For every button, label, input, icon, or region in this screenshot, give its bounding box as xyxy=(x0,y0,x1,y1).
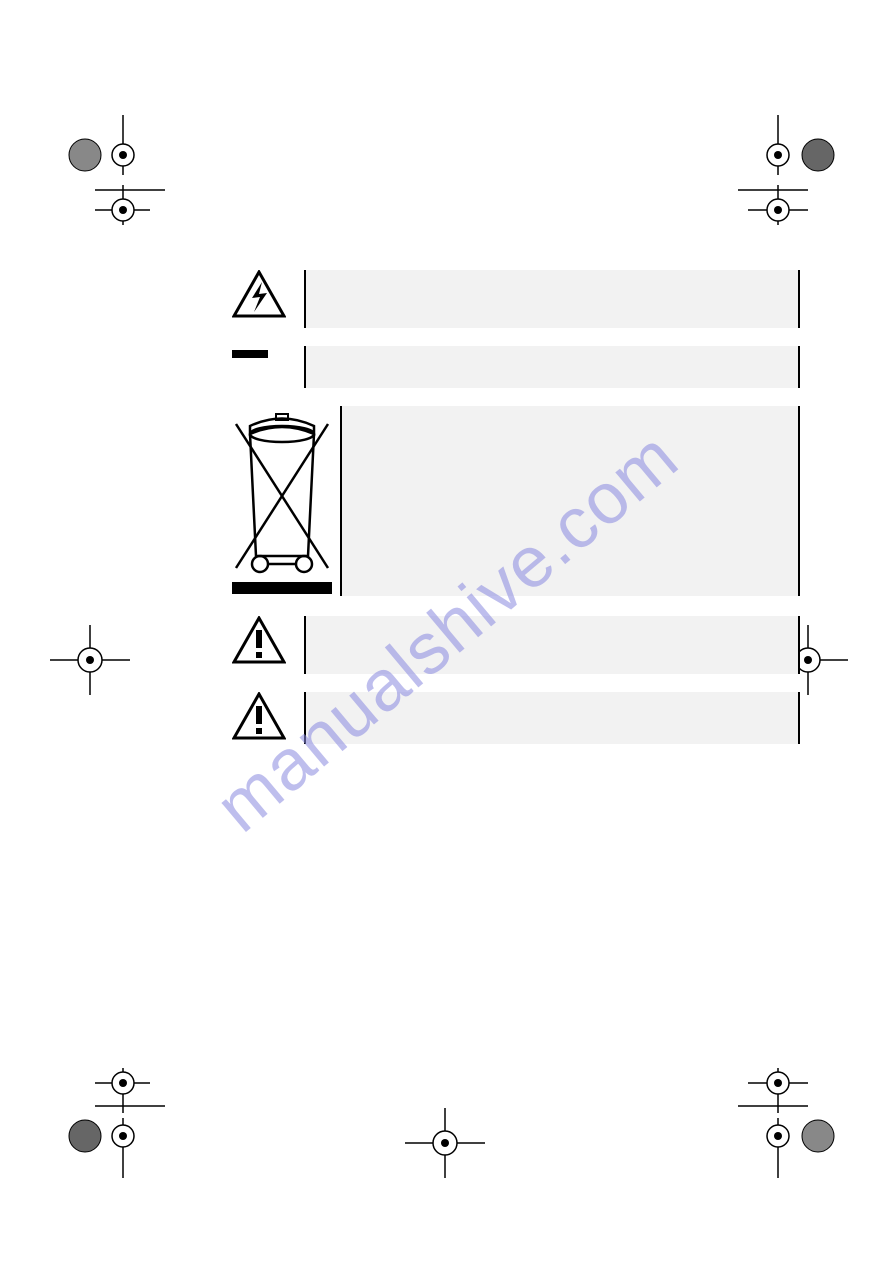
warning-icon-1 xyxy=(230,616,304,664)
row-warning-1 xyxy=(230,616,800,674)
row-weee xyxy=(230,406,800,598)
crop-mark-mid-left xyxy=(40,625,130,695)
row-warning-2 xyxy=(230,692,800,744)
fuse-icon xyxy=(230,346,304,358)
row-shock-hazard xyxy=(230,270,800,328)
warning-icon-2 xyxy=(230,692,304,740)
crop-mark-bottom-left xyxy=(55,1068,165,1178)
warning-1-text-box xyxy=(304,616,800,674)
shock-hazard-text-box xyxy=(304,270,800,328)
crop-mark-top-right xyxy=(728,115,848,225)
weee-icon xyxy=(230,406,340,598)
row-fuse xyxy=(230,346,800,388)
weee-text-box xyxy=(340,406,800,596)
crop-mark-top-left xyxy=(55,115,165,225)
crop-mark-bottom-right xyxy=(728,1068,848,1178)
content-area xyxy=(230,270,800,762)
fuse-text-box xyxy=(304,346,800,388)
crop-mark-bottom-center xyxy=(400,1108,490,1178)
warning-2-text-box xyxy=(304,692,800,744)
shock-hazard-icon xyxy=(230,270,304,318)
